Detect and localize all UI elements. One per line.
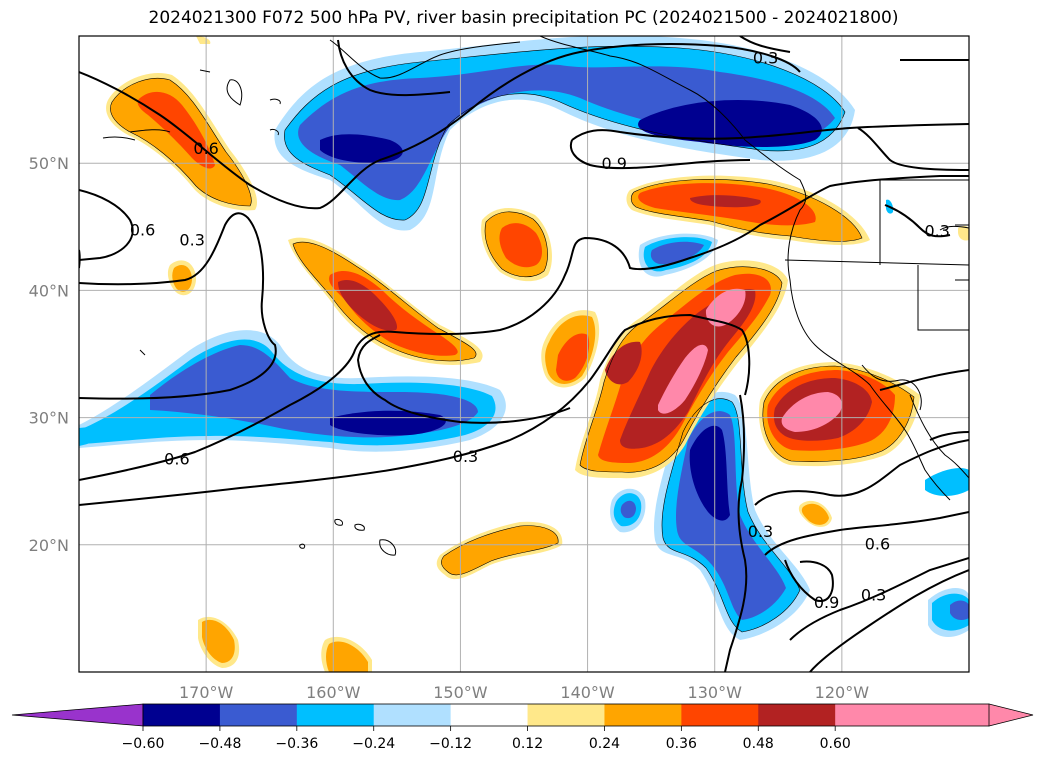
lon-tick-label: 120°W: [815, 683, 870, 702]
colorbar: [11, 703, 1034, 727]
filled-anomaly-layer: [79, 36, 969, 672]
positive-anomaly-eastern-pacific-ridge: [541, 175, 969, 527]
lat-tick-label: 50°N: [29, 154, 69, 173]
contour-label: 0.3: [179, 231, 204, 250]
colorbar-cell: [604, 704, 682, 726]
negative-anomaly-north-pacific: [274, 36, 855, 231]
colorbar-extend-high: [988, 703, 1034, 727]
lon-tick-label: 150°W: [433, 683, 488, 702]
lon-tick-label: 160°W: [306, 683, 361, 702]
contour-label: 0.3: [861, 585, 886, 604]
contour-label: 0.6: [193, 139, 218, 158]
colorbar-tick-label: 0.60: [820, 736, 851, 752]
colorbar-frame: [142, 703, 990, 727]
colorbar-cell: [143, 704, 221, 726]
colorbar-tick-label: 0.36: [666, 736, 697, 752]
latitude-labels: 50°N 40°N 30°N 20°N: [29, 154, 69, 555]
contour-label: 0.9: [814, 593, 839, 612]
lon-tick-label: 140°W: [560, 683, 615, 702]
colorbar-cell: [527, 704, 605, 726]
longitude-labels: 170°W 160°W 150°W 140°W 130°W 120°W: [179, 683, 869, 702]
lat-tick-label: 40°N: [29, 281, 69, 300]
colorbar-tick-label: −0.12: [429, 736, 472, 752]
contour-label: 0.3: [753, 49, 778, 68]
colorbar-cell: [835, 704, 913, 726]
contour-label: 0.6: [130, 220, 155, 239]
contour-label: 0.6: [164, 449, 189, 468]
colorbar-tick-label: 0.48: [743, 736, 774, 752]
colorbar-cell: [296, 704, 375, 726]
lat-tick-label: 30°N: [29, 409, 69, 428]
contour-label: 0.9: [602, 154, 627, 173]
contour-label: 0.3: [748, 522, 773, 541]
colorbar-cell: [450, 704, 529, 726]
contour-labels: 0.3 0.6 0.9 0.6 0.3 0.3 0.6 0.3 0.3 0.6 0.9 0.3: [130, 49, 950, 612]
colorbar-cell: [373, 704, 452, 726]
colorbar-cell: [219, 704, 298, 726]
lat-tick-label: 20°N: [29, 536, 69, 555]
coastlines: [102, 36, 969, 556]
contour-label: 0.6: [865, 535, 890, 554]
colorbar-extend-low: [11, 703, 144, 727]
map-frame: [78, 35, 970, 673]
colorbar-tick-label: −0.24: [352, 736, 395, 752]
colorbar-tick-label: −0.60: [122, 736, 165, 752]
negative-anomaly-subtropical-band: [79, 330, 506, 452]
colorbar-tick-label: −0.36: [275, 736, 318, 752]
map-title: 2024021300 F072 500 hPa PV, river basin …: [148, 8, 899, 28]
contour-label: 0.3: [924, 222, 949, 241]
map-gridlines: [79, 36, 969, 672]
colorbar-cell: [912, 704, 990, 726]
colorbar-tick-labels: −0.60 −0.48 −0.36 −0.24 −0.12 0.12 0.24 0.36 0.4…: [122, 726, 851, 752]
colorbar-tick-label: 0.12: [512, 736, 543, 752]
positive-anomaly-gulf-of-alaska: [106, 72, 258, 296]
colorbar-cell: [758, 704, 836, 726]
pv-contours: [79, 36, 969, 672]
lon-tick-label: 170°W: [179, 683, 234, 702]
colorbar-tick-label: 0.24: [589, 736, 620, 752]
negative-anomaly-eastern-pacific: [79, 199, 969, 640]
lon-tick-label: 130°W: [688, 683, 743, 702]
colorbar-tick-label: −0.48: [198, 736, 241, 752]
contour-label: 0.3: [453, 447, 478, 466]
colorbar-cell: [681, 704, 759, 726]
